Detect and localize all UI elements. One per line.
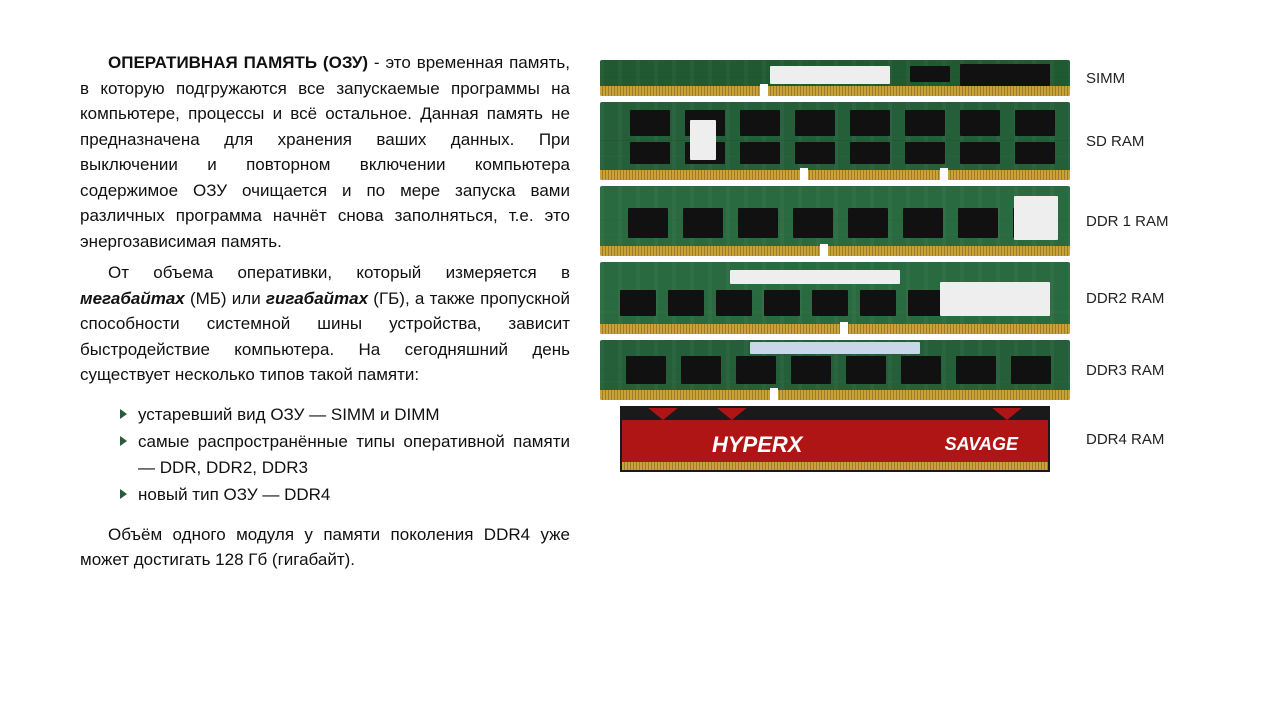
ram-stick-image <box>600 262 1070 334</box>
ram-row: SD RAM <box>600 102 1240 180</box>
ram-stick-image <box>600 186 1070 256</box>
ram-stick-image <box>600 102 1070 180</box>
ram-stick <box>600 262 1070 334</box>
ram-type-label: SIMM <box>1086 70 1125 87</box>
bullet-list: устаревший вид ОЗУ — SIMM и DIMM самые р… <box>120 402 570 508</box>
p1-body: - это временная память, в которую подгру… <box>80 53 570 251</box>
ram-row: DDR 1 RAM <box>600 186 1240 256</box>
title: ОПЕРАТИВНАЯ ПАМЯТЬ (ОЗУ) <box>108 53 368 72</box>
ram-row: DDR2 RAM <box>600 262 1240 334</box>
list-item: самые распространённые типы оперативной … <box>120 429 570 480</box>
ram-column: SIMM SD RAM DDR 1 RAM DDR2 RAM DDR3 RAM HYPER… <box>600 50 1240 680</box>
paragraph-3: Объём одного модуля у памяти поколения D… <box>80 522 570 573</box>
ram-row: SIMM <box>600 60 1240 96</box>
paragraph-2: От объема оперативки, который измеряется… <box>80 260 570 388</box>
ram-type-label: SD RAM <box>1086 133 1144 150</box>
ram-stick-image <box>600 60 1070 96</box>
ddr4-savage-stick: HYPERX SAVAGE <box>620 406 1050 472</box>
ram-type-label: DDR 1 RAM <box>1086 213 1169 230</box>
ram-type-label: DDR3 RAM <box>1086 362 1164 379</box>
hyperx-logo: HYPERX <box>712 432 802 458</box>
ram-row: DDR3 RAM <box>600 340 1240 400</box>
text-column: ОПЕРАТИВНАЯ ПАМЯТЬ (ОЗУ) - это временная… <box>80 50 600 680</box>
ram-stick <box>600 102 1070 180</box>
list-item: устаревший вид ОЗУ — SIMM и DIMM <box>120 402 570 428</box>
ram-type-label: DDR4 RAM <box>1086 431 1164 448</box>
ram-stick-image: HYPERX SAVAGE <box>600 406 1070 472</box>
ram-type-label: DDR2 RAM <box>1086 290 1164 307</box>
list-item: новый тип ОЗУ — DDR4 <box>120 482 570 508</box>
savage-logo: SAVAGE <box>945 434 1018 455</box>
ram-stick <box>600 60 1070 96</box>
ram-stick-image <box>600 340 1070 400</box>
paragraph-1: ОПЕРАТИВНАЯ ПАМЯТЬ (ОЗУ) - это временная… <box>80 50 570 254</box>
ram-stick <box>600 340 1070 400</box>
ram-row: HYPERX SAVAGE DDR4 RAM <box>600 406 1240 472</box>
ram-stick <box>600 186 1070 256</box>
